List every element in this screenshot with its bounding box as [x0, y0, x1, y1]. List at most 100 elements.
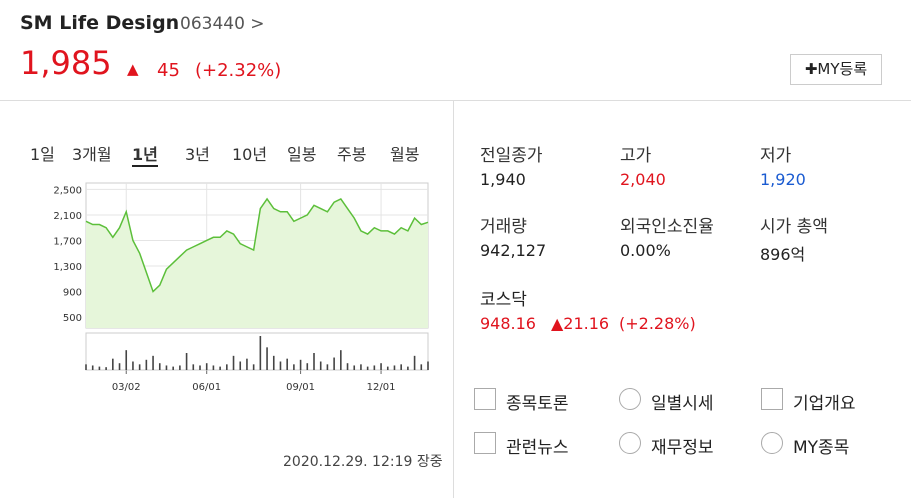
- link[interactable]: 재무정보: [651, 438, 714, 458]
- volume-bar: [199, 365, 201, 370]
- volume-bar: [319, 361, 322, 370]
- stat-label: 외국인소진율: [620, 217, 714, 237]
- x-tick-label: 12/01: [367, 382, 396, 393]
- stat-value: 942,127: [480, 241, 547, 260]
- arrow: ▲: [127, 60, 139, 78]
- volume-bar: [91, 365, 94, 370]
- link[interactable]: 일별시세: [651, 394, 714, 414]
- stock-code[interactable]: 063440 >: [180, 14, 265, 34]
- volume-bar: [145, 359, 148, 370]
- y-tick-label: 500: [63, 313, 82, 324]
- period-tab[interactable]: 일봉: [287, 145, 317, 164]
- volume-bar: [400, 364, 402, 370]
- link-icon: [474, 388, 496, 410]
- volume-frame: [85, 332, 429, 371]
- stat-label: 저가: [760, 146, 792, 166]
- volume-bar: [138, 364, 141, 370]
- period-tab[interactable]: 1년: [132, 141, 158, 167]
- volume-bar: [413, 355, 416, 370]
- period-tab[interactable]: 3개월: [72, 145, 112, 164]
- stat-value: 1,940: [480, 170, 526, 189]
- divider: [453, 100, 454, 498]
- period-tab[interactable]: 월봉: [390, 145, 420, 164]
- x-tick-label: 06/01: [192, 382, 221, 393]
- stat-label: 고가: [620, 146, 652, 166]
- volume-bar: [266, 347, 268, 370]
- volume-bar: [360, 364, 362, 370]
- x-tick-label: 03/02: [112, 382, 141, 393]
- percent: (+2.32%): [195, 60, 282, 81]
- link-icon: [761, 432, 783, 454]
- link[interactable]: 종목토론: [506, 394, 569, 414]
- volume-bar: [393, 365, 396, 370]
- link-icon: [761, 388, 783, 410]
- index-name: 코스닥: [480, 290, 527, 310]
- stat-value: 0.00%: [620, 241, 671, 260]
- timestamp: 2020.12.29. 12:19 장중: [283, 454, 443, 470]
- volume-bar: [219, 366, 221, 370]
- volume-bar: [306, 363, 309, 370]
- stat-label: 전일종가: [480, 146, 543, 166]
- volume-bar: [152, 355, 154, 370]
- volume-bar: [380, 363, 382, 370]
- divider: [0, 100, 911, 101]
- change: 45: [157, 60, 180, 81]
- volume-bar: [252, 364, 255, 370]
- period-tab[interactable]: 3년: [185, 145, 210, 164]
- link[interactable]: 관련뉴스: [506, 438, 569, 458]
- volume-bar: [232, 355, 235, 370]
- price: 1,985: [20, 44, 112, 82]
- volume-bar: [279, 361, 282, 370]
- volume-bar: [158, 363, 161, 370]
- volume-bar: [386, 366, 389, 370]
- volume-bar: [239, 361, 242, 370]
- volume-bar: [373, 365, 376, 370]
- y-tick-label: 2,500: [53, 185, 82, 196]
- period-tab[interactable]: 1일: [30, 145, 55, 164]
- my-button[interactable]: ✚MY등록: [790, 54, 882, 85]
- volume-bar: [353, 365, 356, 370]
- link-icon: [619, 388, 641, 410]
- volume-bar: [179, 365, 181, 370]
- volume-bar: [246, 358, 248, 370]
- volume-bar: [118, 363, 121, 370]
- price-area: [86, 198, 428, 328]
- volume-bar: [185, 353, 188, 370]
- volume-bar: [346, 363, 349, 370]
- volume-bar: [340, 350, 342, 370]
- volume-bar: [125, 350, 128, 370]
- period-tab[interactable]: 10년: [232, 145, 268, 164]
- volume-bar: [105, 367, 107, 370]
- volume-bar: [427, 361, 429, 370]
- volume-bar: [313, 353, 315, 370]
- volume-bar: [420, 364, 423, 370]
- volume-bar: [212, 365, 215, 370]
- volume-bar: [165, 365, 168, 370]
- volume-bar: [259, 336, 262, 370]
- volume-bar: [272, 355, 275, 370]
- stat-label: 거래량: [480, 217, 527, 237]
- volume-bar: [407, 366, 409, 370]
- volume-bar: [85, 364, 87, 370]
- period-tab[interactable]: 주봉: [337, 145, 367, 164]
- index-percent: (+2.28%): [619, 314, 696, 333]
- index-value: 948.16: [480, 314, 536, 333]
- volume-bar: [333, 357, 335, 370]
- stat-value: 1,920: [760, 170, 806, 189]
- price-line: [85, 197, 429, 293]
- link-icon: [619, 432, 641, 454]
- stat-label: 시가 총액: [760, 217, 828, 237]
- stat-value: 896억: [760, 245, 806, 264]
- link-icon: [474, 432, 496, 454]
- volume-bar: [366, 366, 369, 370]
- volume-bar: [205, 363, 208, 370]
- link[interactable]: MY종목: [793, 438, 850, 458]
- y-tick-label: 2,100: [53, 211, 82, 222]
- stock-name[interactable]: SM Life Design: [20, 12, 180, 34]
- volume-bar: [293, 364, 295, 370]
- link[interactable]: 기업개요: [793, 394, 856, 414]
- x-tick-label: 09/01: [286, 382, 315, 393]
- stat-value: 2,040: [620, 170, 666, 189]
- y-tick-label: 1,700: [53, 236, 82, 247]
- volume-bar: [112, 358, 114, 370]
